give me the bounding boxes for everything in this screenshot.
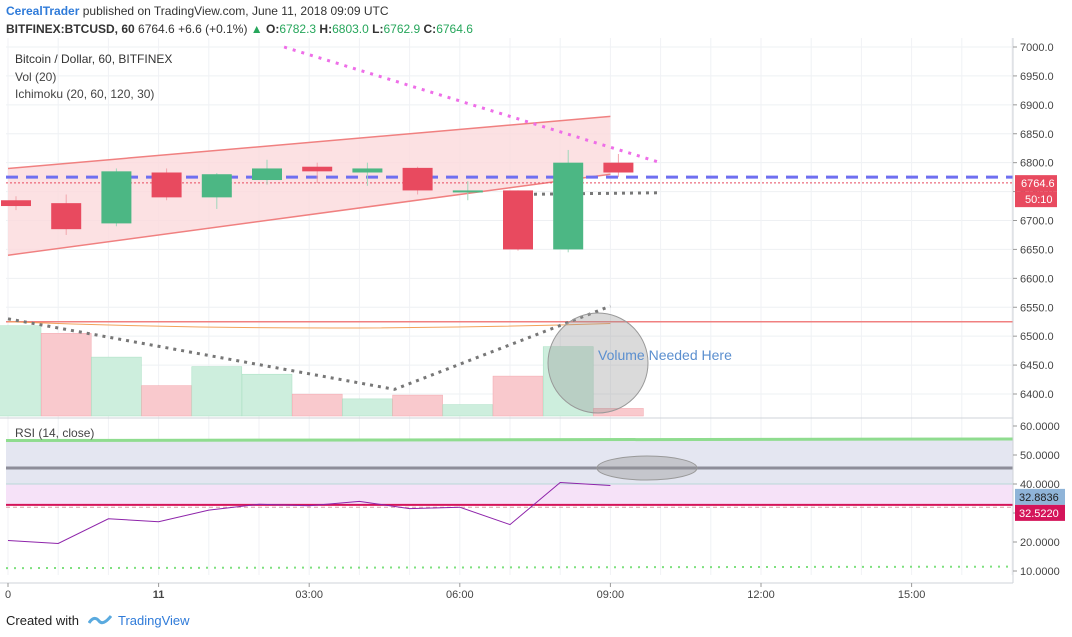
countdown-tag-label: 50:10 — [1025, 194, 1053, 206]
price-tick-label: 6900.0 — [1020, 100, 1054, 112]
price-tick-label: 7000.0 — [1020, 42, 1054, 54]
volume-bar — [442, 404, 494, 417]
header: CerealTrader published on TradingView.co… — [6, 4, 389, 18]
price-tick-label: 6450.0 — [1020, 360, 1054, 372]
magenta-dotted-line — [283, 45, 662, 165]
volume-bar — [0, 325, 42, 417]
symbol: BITFINEX:BTCUSD, 60 — [6, 22, 135, 36]
rsi-tick-label: 10.0000 — [1020, 566, 1060, 578]
legend-ichimoku: Ichimoku (20, 60, 120, 30) — [15, 87, 155, 101]
price-tag-label: 6764.6 — [1021, 178, 1055, 190]
price-tick-label: 6850.0 — [1020, 129, 1054, 141]
candle-body — [51, 203, 82, 230]
close-value: 6764.6 — [436, 22, 473, 36]
time-tick-label: 06:00 — [446, 589, 474, 600]
candle-body — [252, 168, 282, 181]
grey-dotted-future-line — [509, 191, 661, 196]
candle-body — [603, 162, 634, 173]
candle-body — [101, 171, 132, 224]
author-link[interactable]: CerealTrader — [6, 4, 80, 18]
price-tick-label: 6650.0 — [1020, 244, 1054, 256]
volume-circle — [547, 312, 649, 414]
high-label: H: — [319, 22, 333, 36]
price-tick-label: 6700.0 — [1020, 216, 1054, 228]
time-tick-label: 12:00 — [747, 589, 775, 600]
candle-body — [503, 190, 533, 250]
price-tick-label: 6800.0 — [1020, 158, 1054, 170]
volume-bar — [191, 366, 243, 417]
candle-body — [302, 166, 333, 172]
volume-bar — [392, 394, 443, 417]
publish-info: published on TradingView.com, June 11, 2… — [82, 4, 389, 18]
rsi-tag-1-label: 32.8836 — [1019, 492, 1059, 504]
low-value: 6762.9 — [383, 22, 421, 36]
price-tick-label: 6600.0 — [1020, 273, 1054, 285]
legend-rsi: RSI (14, close) — [15, 426, 95, 440]
time-tick-label: 15:00 — [898, 589, 926, 600]
channel-fill — [8, 116, 611, 256]
rsi-tick-label: 20.0000 — [1020, 537, 1060, 549]
volume-bar — [141, 385, 192, 417]
candle-body — [151, 172, 182, 198]
legend-vol: Vol (20) — [15, 70, 57, 84]
created-with-label: Created with — [6, 613, 79, 628]
volume-bar — [342, 398, 393, 417]
change: +6.6 (+0.1%) — [178, 22, 248, 36]
symbol-line: BITFINEX:BTCUSD, 60 6764.6 +6.6 (+0.1%) … — [6, 22, 473, 36]
candle-body — [1, 200, 31, 207]
open-label: O: — [266, 22, 280, 36]
tradingview-logo-icon — [87, 613, 113, 630]
price-tag-bg — [1015, 175, 1057, 192]
up-arrow-icon: ▲ — [250, 22, 263, 36]
rsi-upper-line — [5, 437, 1014, 442]
time-tick-label: 11 — [153, 589, 165, 600]
channel-upper-line — [7, 115, 611, 170]
time-tick-label: 03:00 — [295, 589, 323, 600]
price-tick-label: 6950.0 — [1020, 71, 1054, 83]
footer: Created with TradingView — [0, 605, 1072, 637]
close-label: C: — [423, 22, 437, 36]
last-price: 6764.6 — [138, 22, 175, 36]
rsi-tick-label: 60.0000 — [1020, 421, 1060, 433]
chart-svg[interactable]: 7000.06950.06900.06850.06800.06750.06700… — [0, 38, 1072, 601]
rsi-band — [6, 440, 1013, 484]
rsi-tag-1-bg — [1015, 488, 1065, 505]
volume-bar — [492, 375, 544, 417]
volume-annotation: Volume Needed Here — [598, 347, 732, 363]
brand-link[interactable]: TradingView — [118, 613, 190, 628]
high-value: 6803.0 — [332, 22, 369, 36]
volume-bar — [241, 373, 293, 417]
price-tick-label: 6550.0 — [1020, 302, 1054, 314]
rsi-tag-2-label: 32.5220 — [1019, 508, 1059, 520]
candle-body — [201, 174, 232, 198]
time-tick-label: 0 — [5, 589, 11, 600]
countdown-tag-bg — [1015, 191, 1057, 208]
channel-lower-line — [7, 173, 611, 256]
rsi-tag-2-bg — [1015, 504, 1065, 521]
rsi-lower-band — [6, 484, 1013, 505]
rsi-tick-label: 40.0000 — [1020, 479, 1060, 491]
rsi-ellipse — [596, 455, 698, 481]
candle-body — [553, 162, 584, 250]
candle-body — [452, 190, 483, 193]
volume-bar — [40, 333, 92, 417]
volume-bar — [291, 393, 343, 417]
candle-body — [402, 167, 433, 191]
open-value: 6782.3 — [279, 22, 317, 36]
candle-body — [352, 168, 383, 173]
volume-bar — [91, 356, 142, 417]
time-tick-label: 09:00 — [597, 589, 625, 600]
grey-dotted-indicator-line — [7, 304, 611, 391]
price-tick-label: 6500.0 — [1020, 331, 1054, 343]
rsi-line — [7, 482, 611, 544]
price-tick-label: 6400.0 — [1020, 389, 1054, 401]
orange-curve — [7, 321, 611, 329]
chart-area[interactable]: 7000.06950.06900.06850.06800.06750.06700… — [0, 38, 1072, 601]
rsi-tick-label: 50.0000 — [1020, 450, 1060, 462]
low-label: L: — [372, 22, 384, 36]
legend-title: Bitcoin / Dollar, 60, BITFINEX — [15, 52, 173, 66]
